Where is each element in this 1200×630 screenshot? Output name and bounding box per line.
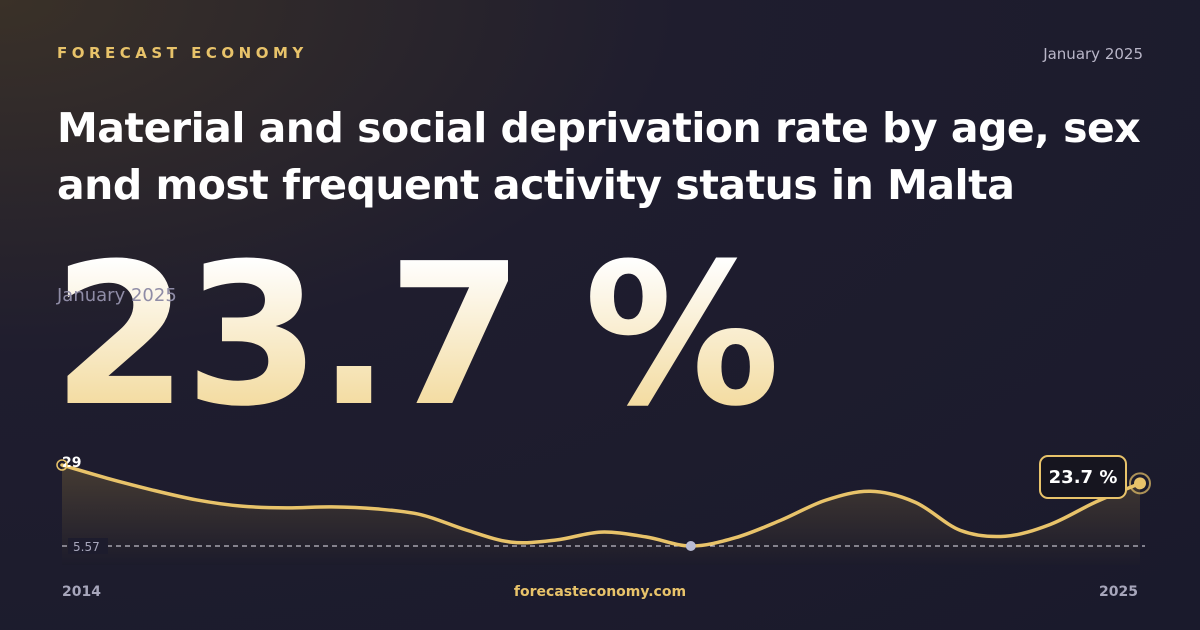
min-label-bg: [68, 538, 108, 554]
headline-value: 23.7 %: [52, 222, 780, 450]
min-label: 5.57: [73, 540, 100, 554]
date: January 2025: [1043, 45, 1143, 63]
x-tick-label: 2014: [62, 584, 101, 600]
min-marker: [685, 541, 696, 551]
x-tick-label: 2025: [1099, 584, 1138, 600]
line: [60, 463, 1142, 548]
callout-box: [1039, 455, 1127, 499]
area: [62, 465, 1140, 565]
start-marker: [56, 459, 68, 471]
site: forecasteconomy.com: [513, 584, 687, 600]
headline-date: January 2025: [57, 285, 177, 306]
title: Material and social deprivation rate by …: [57, 104, 1141, 209]
end-ring: [1129, 472, 1151, 495]
callout-label: 23.7 %: [1049, 467, 1118, 488]
end-marker: [1134, 477, 1146, 490]
brand: FORECAST ECONOMY: [57, 44, 308, 62]
